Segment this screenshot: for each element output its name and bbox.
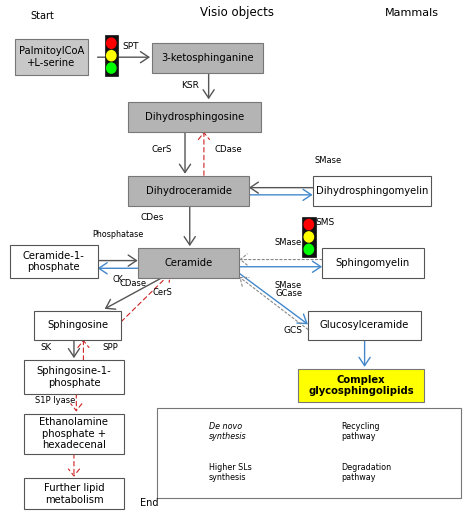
Text: CDase: CDase <box>119 279 146 288</box>
FancyArrowPatch shape <box>250 182 313 193</box>
Text: KSR: KSR <box>181 81 199 90</box>
Text: Sphingosine: Sphingosine <box>47 320 108 330</box>
Text: SK: SK <box>41 343 52 352</box>
Text: SPP: SPP <box>102 343 118 352</box>
FancyArrowPatch shape <box>198 132 210 175</box>
FancyArrowPatch shape <box>68 340 80 357</box>
FancyBboxPatch shape <box>128 102 261 132</box>
FancyArrowPatch shape <box>173 469 203 477</box>
FancyArrowPatch shape <box>180 132 191 173</box>
FancyBboxPatch shape <box>313 176 431 206</box>
Text: Ceramide: Ceramide <box>164 258 213 268</box>
Text: Dihydroceramide: Dihydroceramide <box>146 186 232 196</box>
Circle shape <box>107 38 116 48</box>
FancyBboxPatch shape <box>308 311 421 340</box>
FancyBboxPatch shape <box>322 248 424 278</box>
Text: SMS: SMS <box>315 218 334 227</box>
Text: CK: CK <box>112 274 123 284</box>
Text: CDes: CDes <box>140 213 164 222</box>
FancyBboxPatch shape <box>105 36 118 76</box>
Text: 3-ketosphinganine: 3-ketosphinganine <box>161 53 254 63</box>
Text: PalmitoylCoA
+L-serine: PalmitoylCoA +L-serine <box>19 46 84 68</box>
Text: Ceramide-1-
phosphate: Ceramide-1- phosphate <box>23 251 85 272</box>
FancyBboxPatch shape <box>152 43 263 73</box>
Text: SMase: SMase <box>275 237 302 247</box>
Text: CDase: CDase <box>214 145 242 154</box>
FancyArrowPatch shape <box>173 427 203 436</box>
FancyArrowPatch shape <box>239 273 307 323</box>
FancyBboxPatch shape <box>138 248 239 278</box>
Text: Degradation
pathway: Degradation pathway <box>341 463 391 483</box>
FancyBboxPatch shape <box>128 176 249 206</box>
Text: SMase: SMase <box>315 157 342 165</box>
FancyBboxPatch shape <box>24 360 124 393</box>
Circle shape <box>304 232 313 242</box>
Text: CerS: CerS <box>152 145 172 154</box>
FancyArrowPatch shape <box>121 273 170 322</box>
Text: Sphingosine-1-
phosphate: Sphingosine-1- phosphate <box>36 366 111 388</box>
FancyArrowPatch shape <box>71 393 82 410</box>
FancyArrowPatch shape <box>68 454 80 476</box>
Text: Dihydrosphingomyelin: Dihydrosphingomyelin <box>316 186 428 196</box>
FancyBboxPatch shape <box>15 39 88 75</box>
FancyBboxPatch shape <box>34 311 121 340</box>
Circle shape <box>107 50 116 61</box>
Circle shape <box>304 219 313 230</box>
Text: Ethanolamine
phosphate +
hexadecenal: Ethanolamine phosphate + hexadecenal <box>39 417 109 450</box>
FancyArrowPatch shape <box>359 340 370 366</box>
FancyArrowPatch shape <box>367 427 397 436</box>
FancyBboxPatch shape <box>10 245 98 278</box>
Text: CerS: CerS <box>152 288 172 297</box>
Text: Glucosylceramide: Glucosylceramide <box>320 320 409 330</box>
FancyArrowPatch shape <box>78 340 89 360</box>
FancyArrowPatch shape <box>184 206 195 245</box>
FancyArrowPatch shape <box>240 254 322 265</box>
FancyArrowPatch shape <box>367 469 397 477</box>
FancyArrowPatch shape <box>98 255 137 266</box>
FancyArrowPatch shape <box>239 261 321 272</box>
FancyBboxPatch shape <box>302 217 316 258</box>
FancyBboxPatch shape <box>156 408 462 498</box>
FancyArrowPatch shape <box>106 278 161 309</box>
Text: End: End <box>140 498 159 508</box>
Text: De novo
synthesis: De novo synthesis <box>209 422 246 441</box>
Circle shape <box>304 244 313 254</box>
Text: Dihydrosphingosine: Dihydrosphingosine <box>145 112 244 122</box>
FancyArrowPatch shape <box>98 52 149 63</box>
FancyArrowPatch shape <box>99 263 138 274</box>
Text: Phosphatase: Phosphatase <box>92 230 144 239</box>
Text: Start: Start <box>30 11 55 21</box>
FancyBboxPatch shape <box>24 478 124 509</box>
Text: GCS: GCS <box>283 326 302 335</box>
Text: Visio objects: Visio objects <box>200 6 274 19</box>
Text: SMase: SMase <box>275 281 302 290</box>
FancyArrowPatch shape <box>249 190 311 200</box>
Text: Sphingomyelin: Sphingomyelin <box>336 258 410 268</box>
Text: SPT: SPT <box>123 42 139 52</box>
Circle shape <box>107 63 116 73</box>
FancyBboxPatch shape <box>24 414 124 454</box>
Text: Further lipid
metabolism: Further lipid metabolism <box>44 483 104 505</box>
Text: Mammals: Mammals <box>385 8 439 18</box>
FancyArrowPatch shape <box>203 73 214 98</box>
Text: Complex
glycosphingolipids: Complex glycosphingolipids <box>308 375 414 397</box>
Text: Recycling
pathway: Recycling pathway <box>341 422 380 441</box>
Text: Higher SLs
synthesis: Higher SLs synthesis <box>209 463 251 483</box>
FancyArrowPatch shape <box>240 278 308 330</box>
Text: GCase: GCase <box>275 289 302 298</box>
Text: S1P lyase: S1P lyase <box>35 396 75 405</box>
FancyBboxPatch shape <box>299 369 424 402</box>
